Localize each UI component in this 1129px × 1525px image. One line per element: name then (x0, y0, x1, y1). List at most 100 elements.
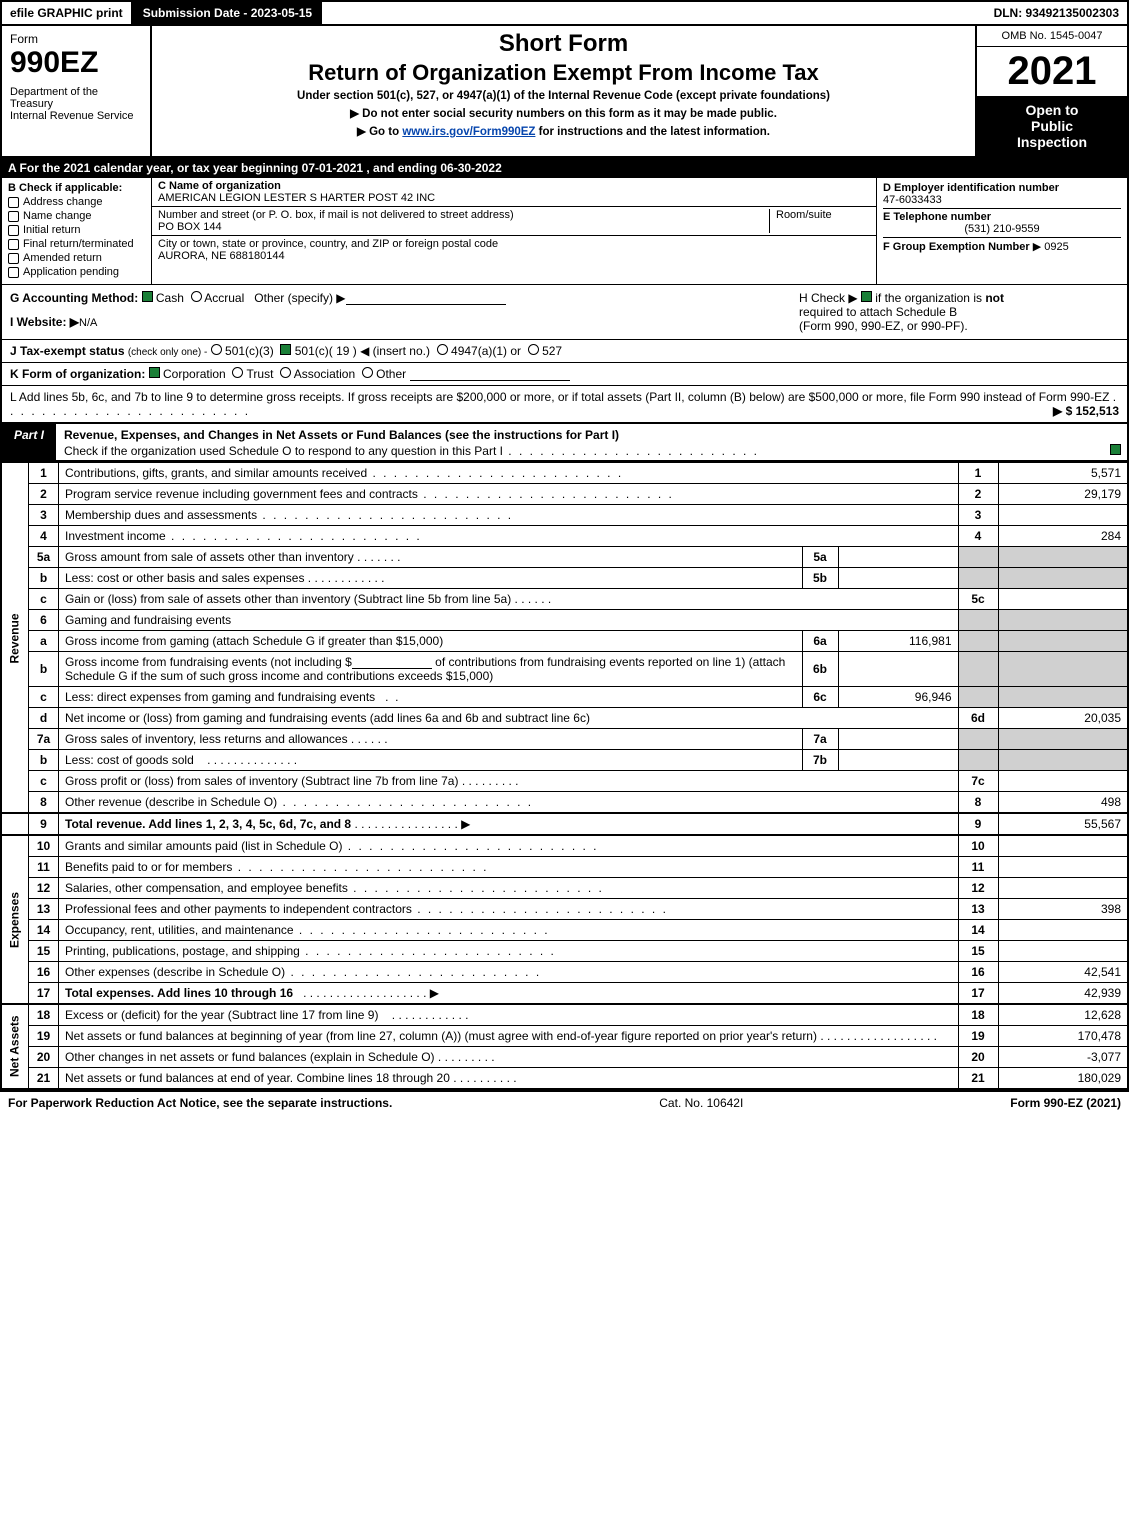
check-address-change[interactable]: Address change (8, 196, 145, 208)
b-item-5: Application pending (23, 266, 119, 278)
line-6c: cLess: direct expenses from gaming and f… (1, 687, 1128, 708)
subtitle-2: ▶ Do not enter social security numbers o… (160, 106, 967, 120)
irs-link[interactable]: www.irs.gov/Form990EZ (402, 126, 535, 138)
ln-desc: Net assets or fund balances at end of ye… (65, 1071, 450, 1085)
sub3-pre: ▶ Go to (357, 126, 402, 138)
inner-amt: 96,946 (838, 687, 958, 708)
d-hdr: D Employer identification number (883, 182, 1059, 194)
col-d: D Employer identification number47-60334… (877, 178, 1127, 284)
city-val: AURORA, NE 688180144 (158, 250, 285, 262)
check-initial-return[interactable]: Initial return (8, 224, 145, 236)
ln-desc: Printing, publications, postage, and shi… (65, 944, 300, 958)
shade-cell (958, 631, 998, 652)
checkbox-icon[interactable] (8, 197, 19, 208)
check-name-change[interactable]: Name change (8, 210, 145, 222)
ln-num: b (29, 652, 59, 687)
ln-desc: Contributions, gifts, grants, and simila… (65, 466, 367, 480)
ln-desc: Excess or (deficit) for the year (Subtra… (65, 1008, 378, 1022)
b-item-1: Name change (23, 210, 92, 222)
check-final-return[interactable]: Final return/terminated (8, 238, 145, 250)
checkbox-icon[interactable] (8, 253, 19, 264)
part1-title: Revenue, Expenses, and Changes in Net As… (64, 424, 1127, 442)
checkbox-checked-icon[interactable] (280, 344, 291, 355)
line-6b: bGross income from fundraising events (n… (1, 652, 1128, 687)
checkbox-checked-icon[interactable] (1110, 444, 1121, 455)
efile-label[interactable]: efile GRAPHIC print (2, 2, 133, 24)
line-8: 8Other revenue (describe in Schedule O)8… (1, 792, 1128, 814)
ln-ref: 8 (958, 792, 998, 814)
other-specify-input[interactable] (346, 293, 506, 305)
radio-icon[interactable] (362, 367, 373, 378)
inspect-2: Public (981, 118, 1123, 134)
k-other-input[interactable] (410, 369, 570, 381)
check-amended-return[interactable]: Amended return (8, 252, 145, 264)
ln-ref: 15 (958, 941, 998, 962)
radio-icon[interactable] (232, 367, 243, 378)
j-o2: 501(c)( 19 ) ◀ (insert no.) (295, 344, 430, 358)
line-11: 11Benefits paid to or for members11 (1, 857, 1128, 878)
ln-num: 14 (29, 920, 59, 941)
checkbox-icon[interactable] (8, 211, 19, 222)
radio-icon[interactable] (437, 344, 448, 355)
g-other: Other (specify) ▶ (254, 291, 345, 305)
checkbox-icon[interactable] (8, 225, 19, 236)
ln-desc: Less: cost or other basis and sales expe… (65, 571, 304, 585)
ln-amt: 42,939 (998, 983, 1128, 1005)
section-a: A For the 2021 calendar year, or tax yea… (0, 158, 1129, 178)
ln-num: 5a (29, 547, 59, 568)
check-application-pending[interactable]: Application pending (8, 266, 145, 278)
top-bar: efile GRAPHIC print Submission Date - 20… (0, 0, 1129, 26)
ln-amt (998, 505, 1128, 526)
subtitle-3: ▶ Go to www.irs.gov/Form990EZ for instru… (160, 124, 967, 138)
c-name-row: C Name of organization AMERICAN LEGION L… (152, 178, 876, 207)
ln-amt: 20,035 (998, 708, 1128, 729)
l-text: L Add lines 5b, 6c, and 7b to line 9 to … (10, 390, 1109, 404)
part1-header: Part I Revenue, Expenses, and Changes in… (0, 424, 1129, 462)
ln-num: 11 (29, 857, 59, 878)
ln-desc: Net assets or fund balances at beginning… (65, 1029, 817, 1043)
shade-cell (958, 547, 998, 568)
ln-ref: 18 (958, 1004, 998, 1026)
ln-desc: Less: cost of goods sold (65, 753, 194, 767)
line-7a: 7aGross sales of inventory, less returns… (1, 729, 1128, 750)
ln-desc: Investment income (65, 529, 166, 543)
form-number: 990EZ (10, 46, 142, 80)
i-label: I Website: ▶ (10, 315, 79, 329)
bcd-row: B Check if applicable: Address change Na… (0, 178, 1129, 285)
part1-check-text: Check if the organization used Schedule … (64, 444, 503, 458)
ln-amt (998, 920, 1128, 941)
line-3: 3Membership dues and assessments3 (1, 505, 1128, 526)
c-hdr: C Name of organization (158, 180, 281, 192)
fundraising-amount-input[interactable] (352, 657, 432, 669)
line-5b: bLess: cost or other basis and sales exp… (1, 568, 1128, 589)
ln-num: 8 (29, 792, 59, 814)
checkbox-icon[interactable] (8, 267, 19, 278)
checkbox-checked-icon[interactable] (142, 291, 153, 302)
line-2: 2Program service revenue including gover… (1, 484, 1128, 505)
radio-icon[interactable] (191, 291, 202, 302)
ln-num: 7a (29, 729, 59, 750)
ln-num: d (29, 708, 59, 729)
inner-amt (838, 652, 958, 687)
k-o2: Trust (247, 367, 274, 381)
h-post: if the organization is (872, 291, 985, 305)
checkbox-checked-icon[interactable] (149, 367, 160, 378)
ln-desc: Grants and similar amounts paid (list in… (65, 839, 342, 853)
checkbox-icon[interactable] (8, 239, 19, 250)
ln-num: c (29, 771, 59, 792)
ln-amt: 498 (998, 792, 1128, 814)
ln-desc: Gross income from gaming (attach Schedul… (59, 631, 803, 652)
radio-icon[interactable] (211, 344, 222, 355)
checkbox-checked-icon[interactable] (861, 291, 872, 302)
ln-amt: 29,179 (998, 484, 1128, 505)
ln-amt: -3,077 (998, 1047, 1128, 1068)
header-left: Form 990EZ Department of the Treasury In… (2, 26, 152, 156)
inspect-3: Inspection (981, 134, 1123, 150)
radio-icon[interactable] (528, 344, 539, 355)
org-name: AMERICAN LEGION LESTER S HARTER POST 42 … (158, 192, 435, 204)
radio-icon[interactable] (280, 367, 291, 378)
shade-cell (998, 568, 1128, 589)
c-city-row: City or town, state or province, country… (152, 236, 876, 264)
f-val: ▶ 0925 (1033, 241, 1069, 253)
line-7c: cGross profit or (loss) from sales of in… (1, 771, 1128, 792)
